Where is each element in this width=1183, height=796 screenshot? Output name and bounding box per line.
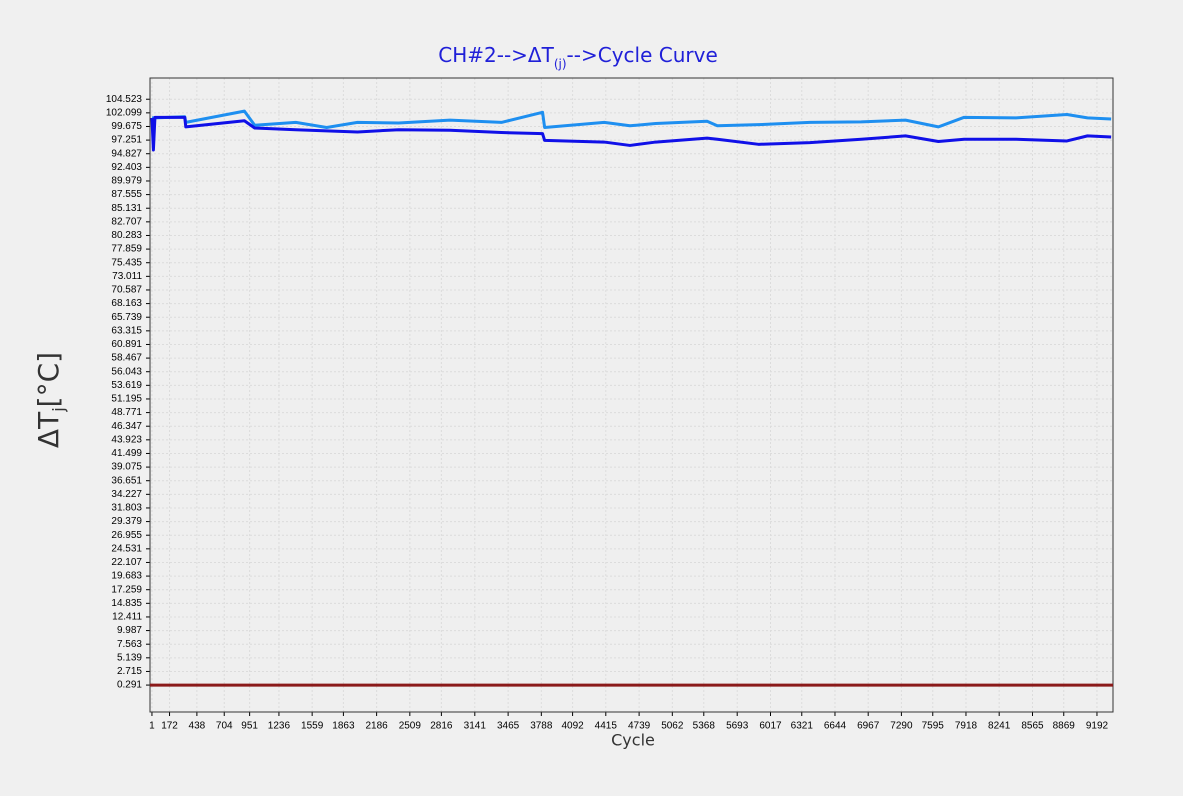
- y-tick-label: 102.099: [106, 107, 143, 118]
- x-tick-label: 4415: [595, 721, 618, 732]
- x-tick-label: 7918: [955, 721, 978, 732]
- y-tick-label: 14.835: [111, 598, 142, 609]
- x-tick-label: 438: [189, 721, 206, 732]
- y-tick-label: 56.043: [111, 366, 142, 377]
- y-tick-label: 48.771: [111, 407, 142, 418]
- y-tick-label: 5.139: [117, 652, 142, 663]
- x-tick-label: 1863: [332, 721, 355, 732]
- ylabel-subscript: j: [49, 407, 68, 412]
- y-tick-label: 31.803: [111, 503, 142, 514]
- x-tick-label: 2186: [365, 721, 388, 732]
- x-tick-label: 6321: [791, 721, 814, 732]
- chart-title: CH#2-->ΔT(j)-->Cycle Curve: [438, 43, 718, 71]
- x-tick-label: 6644: [824, 721, 847, 732]
- ylabel-suffix: [°C]: [32, 352, 65, 407]
- y-tick-label: 2.715: [117, 666, 142, 677]
- y-tick-label: 97.251: [111, 135, 142, 146]
- ylabel-main: ΔT: [32, 411, 65, 448]
- x-tick-label: 8241: [988, 721, 1011, 732]
- y-tick-label: 46.347: [111, 421, 142, 432]
- x-tick-label: 7595: [922, 721, 945, 732]
- x-tick-label: 4739: [628, 721, 651, 732]
- x-tick-label: 8565: [1021, 721, 1044, 732]
- y-tick-label: 29.379: [111, 516, 142, 527]
- title-suffix: -->Cycle Curve: [567, 43, 718, 67]
- x-tick-label: 3788: [530, 721, 553, 732]
- x-tick-label: 3141: [464, 721, 487, 732]
- series-line: [151, 109, 1112, 129]
- y-tick-label: 0.291: [117, 680, 142, 691]
- y-tick-label: 51.195: [111, 394, 142, 405]
- x-tick-label: 6017: [759, 721, 782, 732]
- x-tick-label: 8869: [1053, 721, 1076, 732]
- x-tick-label: 172: [161, 721, 178, 732]
- y-tick-label: 9.987: [117, 625, 142, 636]
- y-tick-label: 43.923: [111, 434, 142, 445]
- y-tick-label: 92.403: [111, 162, 142, 173]
- x-tick-label: 704: [216, 721, 233, 732]
- x-tick-label: 2816: [430, 721, 453, 732]
- y-tick-label: 82.707: [111, 216, 142, 227]
- y-tick-label: 24.531: [111, 543, 142, 554]
- y-axis-label: ΔTj[°C]: [32, 352, 68, 448]
- y-tick-label: 60.891: [111, 339, 142, 350]
- y-tick-label: 80.283: [111, 230, 142, 241]
- y-tick-label: 70.587: [111, 285, 142, 296]
- x-tick-label: 1559: [301, 721, 324, 732]
- x-tick-label: 951: [241, 721, 258, 732]
- y-tick-label: 77.859: [111, 244, 142, 255]
- y-tick-label: 63.315: [111, 325, 142, 336]
- y-tick-label: 75.435: [111, 257, 142, 268]
- x-tick-label: 1236: [268, 721, 291, 732]
- x-tick-label: 7290: [890, 721, 913, 732]
- y-tick-label: 7.563: [117, 639, 142, 650]
- y-tick-label: 65.739: [111, 312, 142, 323]
- y-tick-label: 36.651: [111, 475, 142, 486]
- y-tick-label: 17.259: [111, 584, 142, 595]
- x-tick-label: 5368: [693, 721, 716, 732]
- y-tick-label: 89.979: [111, 176, 142, 187]
- y-tick-label: 34.227: [111, 489, 142, 500]
- title-subscript: (j): [554, 57, 567, 71]
- y-tick-label: 99.675: [111, 121, 142, 132]
- title-main: CH#2-->ΔT: [438, 43, 554, 67]
- x-tick-label: 9192: [1086, 721, 1109, 732]
- y-tick-label: 58.467: [111, 353, 142, 364]
- y-tick-label: 39.075: [111, 462, 142, 473]
- x-tick-label: 4092: [561, 721, 584, 732]
- y-tick-label: 12.411: [112, 612, 142, 623]
- plot-area: [150, 78, 1113, 712]
- y-tick-label: 41.499: [111, 448, 142, 459]
- y-tick-label: 87.555: [111, 189, 142, 200]
- y-tick-label: 85.131: [111, 203, 142, 214]
- y-tick-label: 19.683: [111, 571, 142, 582]
- y-tick-label: 68.163: [111, 298, 142, 309]
- x-tick-label: 6967: [857, 721, 880, 732]
- series-line: [150, 115, 1112, 152]
- y-tick-label: 22.107: [111, 557, 142, 568]
- y-tick-label: 104.523: [106, 94, 143, 105]
- plot-border: [149, 77, 1114, 713]
- x-tick-label: 1: [149, 721, 155, 732]
- y-tick-label: 94.827: [111, 148, 142, 159]
- x-tick-label: 3465: [497, 721, 520, 732]
- x-tick-label: 5693: [726, 721, 749, 732]
- y-tick-label: 73.011: [112, 271, 142, 282]
- y-tick-label: 26.955: [111, 530, 142, 541]
- x-tick-label: 5062: [661, 721, 684, 732]
- y-tick-label: 53.619: [111, 380, 142, 391]
- x-tick-label: 2509: [399, 721, 422, 732]
- x-axis-label: Cycle: [611, 731, 655, 750]
